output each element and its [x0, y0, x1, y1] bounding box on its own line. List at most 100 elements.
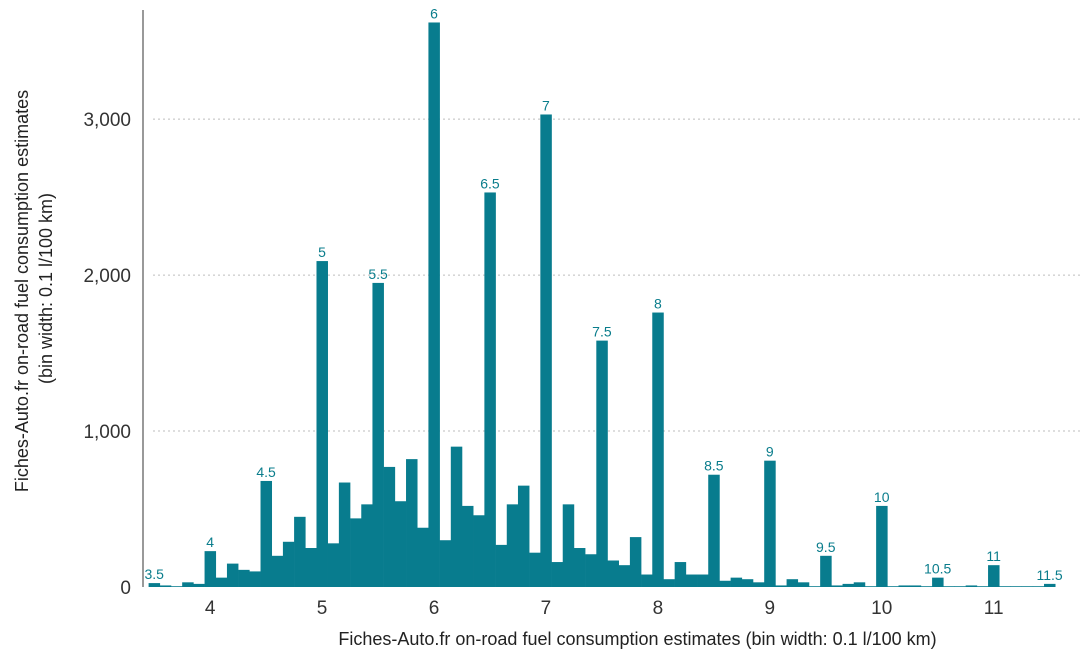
histogram-bar [1010, 586, 1022, 587]
bar-data-label: 7.5 [592, 324, 612, 340]
histogram-bar [674, 562, 687, 587]
histogram-bar [629, 537, 642, 587]
y-tick-labels: 0 1,000 2,000 3,000 [83, 110, 131, 599]
bar-data-label: 5.5 [368, 266, 388, 282]
histogram-bar [417, 527, 429, 587]
histogram-bar [697, 574, 709, 587]
histogram-bar [685, 574, 698, 587]
x-tick-label: 8 [653, 598, 664, 619]
y-tick-label: 2,000 [83, 266, 131, 287]
histogram-bar [652, 312, 664, 587]
bar-data-label: 3.5 [144, 566, 164, 582]
histogram-bar [540, 114, 552, 587]
y-axis-title-line-1: Fiches-Auto.fr on-road fuel consumption … [12, 90, 32, 492]
histogram-bar [932, 577, 944, 587]
histogram-bar [439, 540, 452, 587]
histogram-bar [730, 577, 743, 587]
y-tick-label: 3,000 [83, 110, 131, 131]
bar-data-label: 8.5 [704, 458, 724, 474]
histogram-bar [350, 518, 362, 587]
histogram-bar [338, 482, 351, 587]
histogram-bar [999, 586, 1011, 587]
x-tick-label: 9 [765, 598, 776, 619]
histogram-bar [797, 582, 810, 587]
bar-labels: 3.5 4 4.5 5 5.5 6 6.5 7 7.5 8 8.5 9 9.5 10 10.5 11 11.5 [144, 5, 1062, 582]
bar-data-label: 4 [206, 534, 214, 550]
histogram-bar [484, 192, 496, 587]
bar-data-label: 9 [766, 444, 774, 460]
histogram-bar [1021, 586, 1034, 587]
histogram-bar [383, 466, 396, 587]
histogram-bar [316, 261, 328, 587]
histogram-bar [182, 582, 194, 587]
histogram-bar [495, 544, 508, 587]
histogram-bar [1044, 583, 1056, 587]
x-tick-label: 5 [317, 598, 328, 619]
histogram-bar [663, 579, 675, 587]
bar-data-label: 11 [986, 548, 1001, 564]
histogram-bar [148, 583, 161, 587]
bar-data-label: 7 [542, 97, 550, 113]
histogram-bar [641, 574, 653, 587]
histogram-bar [976, 586, 989, 587]
histogram-bar [249, 571, 261, 587]
histogram-bar [831, 585, 843, 587]
histogram-bar [820, 555, 832, 587]
histogram-bar [170, 586, 183, 587]
histogram-bar [450, 446, 463, 587]
x-tick-label: 4 [205, 598, 216, 619]
histogram-bar [988, 565, 1000, 587]
histogram-bar [372, 282, 384, 587]
x-axis-title: Fiches-Auto.fr on-road fuel consumption … [338, 629, 936, 649]
histogram-bar [361, 504, 373, 587]
histogram-bar [876, 505, 888, 587]
histogram-bar [965, 585, 978, 587]
histogram-bar [226, 563, 239, 587]
histogram-bar [562, 504, 575, 587]
bar-data-label: 6 [430, 5, 438, 21]
histogram-bar [719, 580, 731, 587]
histogram-bar [159, 585, 172, 587]
x-tick-label: 11 [984, 598, 1004, 619]
bar-data-label: 10.5 [924, 561, 951, 577]
histogram-bar [394, 501, 407, 587]
histogram-bar [920, 586, 933, 587]
x-tick-label: 10 [871, 598, 892, 619]
histogram-bar [461, 505, 474, 587]
histogram-bar [305, 548, 317, 587]
gridlines [153, 118, 1080, 432]
histogram-bar [428, 22, 440, 588]
histogram-bar [551, 562, 564, 587]
histogram-bar [473, 515, 485, 587]
histogram-bar [764, 460, 776, 587]
x-tick-label: 7 [541, 598, 552, 619]
histogram-bar [618, 565, 631, 587]
histogram-bar [954, 586, 966, 587]
x-tick-labels: 4 5 6 7 8 9 10 11 [205, 598, 1004, 619]
histogram-bar [853, 582, 866, 587]
y-axis-title-line-2: (bin width: 0.1 l/100 km) [36, 193, 56, 384]
histogram-bar [898, 585, 910, 587]
histogram-bar [786, 579, 799, 587]
histogram-bar [506, 504, 519, 587]
histogram-bar [215, 577, 228, 587]
histogram-bar [943, 586, 955, 587]
histogram-bar [327, 543, 340, 587]
x-tick-label: 6 [429, 598, 440, 619]
histogram-bar [585, 554, 597, 587]
histogram-bar [596, 340, 608, 587]
bar-data-label: 11.5 [1037, 567, 1063, 583]
y-tick-label: 0 [120, 578, 131, 599]
histogram-bar [271, 555, 284, 587]
histogram-bar [260, 480, 273, 587]
histogram-bar [529, 552, 541, 587]
histogram-bar [517, 485, 530, 587]
histogram-bar [887, 586, 899, 587]
histogram-bar [775, 585, 787, 587]
histogram-bar [741, 579, 754, 587]
histogram-bar [607, 560, 619, 587]
histogram-bar [1032, 586, 1045, 587]
histogram-bar [204, 551, 217, 587]
histogram-bar [573, 548, 586, 587]
